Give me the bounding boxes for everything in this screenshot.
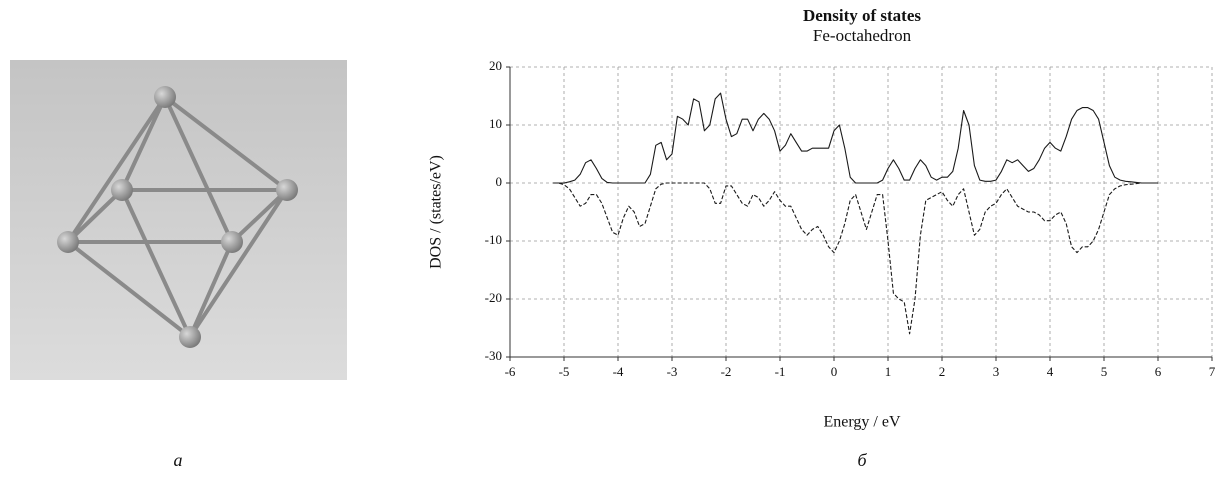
x-tick-label: -1 — [775, 364, 786, 379]
figure: а б Density of states Fe-octahedron Ener… — [0, 0, 1224, 481]
x-tick-label: 3 — [993, 364, 1000, 379]
x-tick-label: 0 — [831, 364, 838, 379]
dos-line — [553, 183, 1158, 334]
y-tick-label: 0 — [496, 174, 503, 189]
x-tick-label: -5 — [559, 364, 570, 379]
x-tick-label: 4 — [1047, 364, 1054, 379]
x-tick-label: 5 — [1101, 364, 1108, 379]
x-tick-label: 1 — [885, 364, 892, 379]
x-tick-label: -3 — [667, 364, 678, 379]
y-tick-label: 10 — [489, 116, 502, 131]
y-tick-label: 20 — [489, 58, 502, 73]
octahedron-image — [10, 60, 347, 380]
chart-subtitle: Fe-octahedron — [813, 26, 912, 45]
y-tick-label: -20 — [485, 290, 502, 305]
x-axis-label: Energy / eV — [823, 414, 900, 431]
dos-line — [553, 93, 1158, 183]
x-tick-label: 2 — [939, 364, 946, 379]
x-tick-label: 7 — [1209, 364, 1216, 379]
y-tick-label: -10 — [485, 232, 502, 247]
x-tick-label: -2 — [721, 364, 732, 379]
panel-label: а — [174, 450, 183, 470]
y-axis-label: DOS / (states/eV) — [428, 155, 445, 269]
x-tick-label: 6 — [1155, 364, 1162, 379]
panel-label: б — [857, 450, 867, 470]
chart-title: Density of states — [803, 6, 921, 25]
x-tick-label: -4 — [613, 364, 624, 379]
x-tick-label: -6 — [505, 364, 516, 379]
y-tick-label: -30 — [485, 348, 502, 363]
